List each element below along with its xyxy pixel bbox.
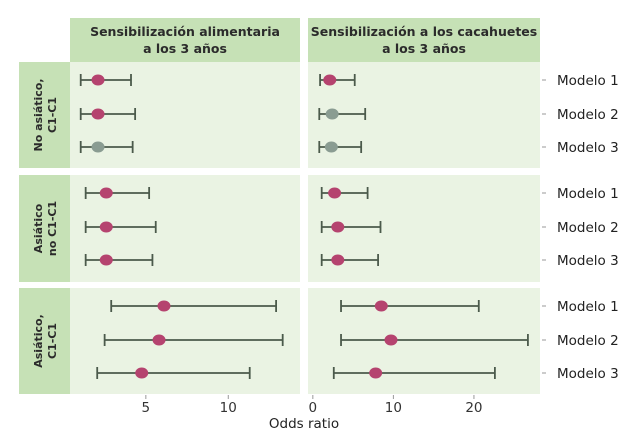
column-subtitle: a los 3 años [382,41,466,56]
column-title: Sensibilización alimentaria [90,24,280,39]
point-estimate [323,74,337,86]
point-estimate [91,74,105,86]
panel-r1-c2 [308,62,540,168]
point-estimate [331,221,345,233]
point-estimate [331,254,345,266]
point-estimate [328,187,342,199]
x-tick-label: 20 [465,400,482,416]
row-label-line2: C1-C1 [46,323,59,359]
row-label-line1: Asiático, [32,314,45,368]
model-label: Modelo 3 [557,366,619,382]
column-header-1 [70,18,300,62]
point-estimate [91,141,105,153]
x-tick-label: 10 [385,400,402,416]
model-label: Modelo 2 [557,333,619,349]
row-label-line2: no C1-C1 [46,201,59,256]
row-label-line2: C1-C1 [46,97,59,133]
model-label: Modelo 2 [557,220,619,236]
model-label: Modelo 3 [557,253,619,269]
x-tick-label: 10 [220,400,237,416]
point-estimate [91,108,105,120]
point-estimate [369,367,383,379]
x-tick-label: 0 [309,400,318,416]
point-estimate [374,300,388,312]
model-label: Modelo 1 [557,73,619,89]
point-estimate [99,187,113,199]
point-estimate [99,254,113,266]
panel-r1-c1 [70,62,300,168]
row-strip-2 [19,175,70,282]
row-strip-1 [19,62,70,168]
point-estimate [384,334,398,346]
model-label: Modelo 1 [557,299,619,315]
point-estimate [135,367,149,379]
x-axis-label: Odds ratio [269,416,339,432]
x-tick-label: 5 [142,400,151,416]
column-subtitle: a los 3 años [143,41,227,56]
model-label: Modelo 1 [557,186,619,202]
point-estimate [324,141,338,153]
column-title: Sensibilización a los cacahuetes [311,24,537,39]
model-label: Modelo 2 [557,107,619,123]
column-header-2 [308,18,540,62]
model-label: Modelo 3 [557,140,619,156]
row-strip-3 [19,288,70,394]
panel-r3-c2 [308,288,540,394]
point-estimate [152,334,166,346]
point-estimate [325,108,339,120]
row-label-line1: Asiático [32,203,45,253]
point-estimate [157,300,171,312]
row-label-line1: No asiático, [32,78,45,151]
point-estimate [99,221,113,233]
